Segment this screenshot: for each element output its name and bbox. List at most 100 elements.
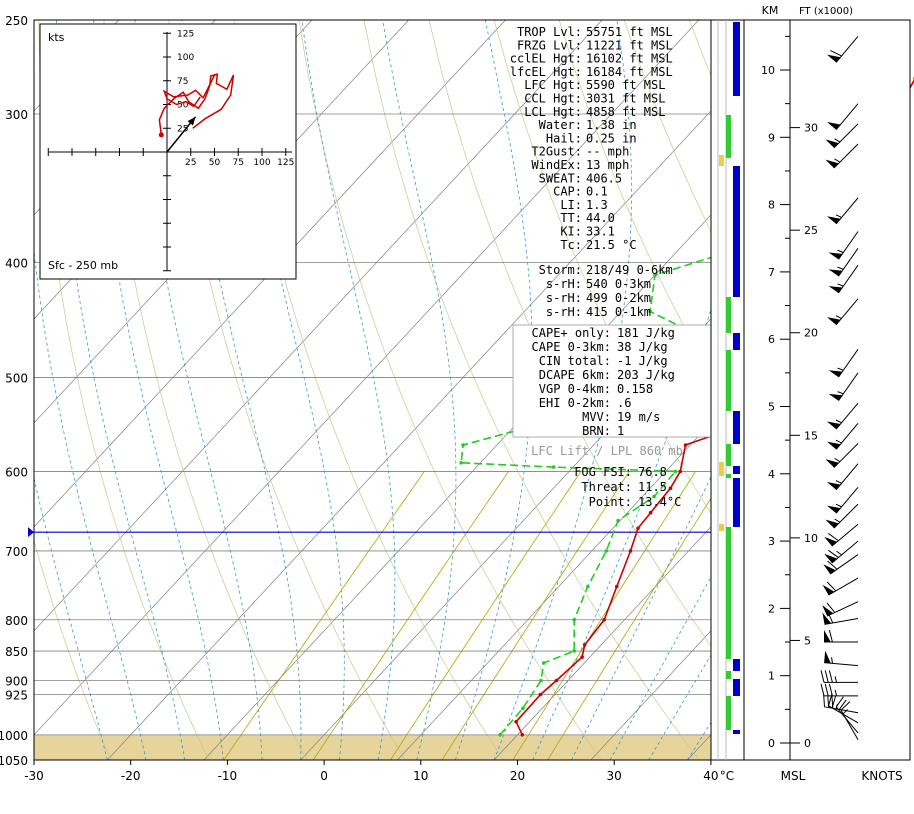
cloud-bar-green [726, 444, 731, 466]
wind-barb [825, 503, 859, 529]
param-label: EHI 0-2km: [539, 396, 611, 410]
pressure-tick-label: 1050 [0, 754, 28, 768]
moist-adiabat-line [493, 20, 633, 760]
param-label: Point: [589, 495, 632, 509]
param-value: 21.5 °C [586, 238, 637, 252]
param-label: VGP 0-4km: [539, 382, 611, 396]
wind-barb [820, 683, 858, 697]
wind-barb-staff [824, 706, 859, 714]
wind-barb-pennant [826, 421, 841, 430]
ft-tick-label: 0 [804, 737, 811, 750]
param-value: 0.25 in [586, 131, 637, 145]
km-tick-label: 4 [768, 468, 775, 481]
dewpoint-profile-point [459, 461, 463, 465]
dewpoint-profile-point [616, 518, 620, 523]
hodograph-x-tick-label: 125 [277, 158, 294, 168]
mixing-ratio-line [547, 497, 711, 760]
hodograph-y-tick-label: 25 [177, 124, 188, 134]
temperature-profile-point [538, 692, 543, 697]
param-value: 1.38 in [586, 118, 637, 132]
dewpoint-profile-point [604, 549, 609, 553]
wind-barb-pennant [823, 564, 836, 575]
cloud-bar-blue [733, 679, 740, 696]
param-label: Storm: [539, 263, 582, 277]
param-label: MVV: [582, 410, 611, 424]
temperature-profile-point [683, 443, 688, 447]
param-label: FOG FSI: [574, 465, 632, 479]
dewpoint-profile-point [461, 443, 465, 447]
wind-barb [823, 554, 859, 575]
wind-barb-feather [827, 695, 830, 708]
pressure-tick-label: 700 [5, 545, 28, 559]
dewpoint-profile-point [539, 678, 543, 683]
wind-barb-staff [824, 662, 859, 667]
param-value: 55751 ft MSL [586, 25, 673, 39]
temperature-tick-label: 10 [413, 769, 428, 783]
param-label: s-rH: [546, 291, 582, 305]
hodograph-trace-upper [162, 74, 216, 108]
wind-barb-pennant [824, 630, 831, 643]
wind-barb-feather [824, 670, 829, 683]
wind-barb [828, 248, 859, 277]
temperature-unit-label: °C [720, 769, 734, 783]
km-tick-label: 5 [768, 401, 775, 414]
parcel-box [512, 324, 712, 438]
param-label: WindEx: [531, 158, 582, 172]
msl-label: MSL [781, 769, 806, 783]
wind-barb [822, 611, 859, 625]
dewpoint-profile-point [551, 465, 556, 469]
param-value: 13 mph [586, 158, 629, 172]
hodograph-start-point [158, 132, 164, 138]
temperature-profile-point [554, 678, 559, 683]
wind-barb-staff [833, 443, 859, 468]
ft-tick-label: 20 [804, 327, 818, 340]
param-label: LCL Hgt: [524, 105, 582, 119]
cloud-bar-blue [733, 659, 740, 671]
wind-barb [825, 123, 859, 149]
wind-barb [822, 577, 859, 596]
pressure-tick-label: 900 [5, 675, 28, 689]
wind-barb-half-feather [837, 266, 844, 270]
dewpoint-profile-point [586, 584, 590, 589]
storm-motion-arrowhead [187, 116, 196, 126]
wind-barb [820, 670, 858, 683]
wind-barb-pennant [826, 441, 841, 450]
param-value: 0.158 [617, 382, 653, 396]
cloud-bar-blue [733, 22, 740, 96]
cloud-bar-blue [733, 466, 740, 474]
param-value: 13.4°C [638, 495, 681, 509]
wind-barb [825, 443, 859, 468]
wind-barb-pennant [824, 536, 838, 547]
param-label: CAPE+ only: [532, 326, 611, 340]
wind-barb-pennant [822, 584, 835, 596]
moist-adiabat-line [301, 20, 396, 760]
moist-adiabat-line [56, 20, 186, 760]
ft-tick-label: 30 [804, 122, 818, 135]
hodograph-x-tick-label: 25 [185, 158, 196, 168]
temperature-profile-point [602, 618, 606, 622]
wind-barb [826, 298, 859, 326]
wind-barb-staff [833, 143, 859, 169]
wind-barb-pennant [825, 159, 839, 169]
wind-barb-feather [840, 701, 851, 711]
wind-barb-staff [833, 123, 859, 149]
km-tick-label: 7 [768, 266, 775, 279]
wind-barb-half-feather [835, 214, 842, 218]
param-label: lfcEL Hgt: [510, 65, 582, 79]
km-tick-label: 9 [768, 131, 775, 144]
wind-barb-half-feather [835, 503, 842, 508]
wind-barb-feather [828, 549, 839, 558]
param-label: LI: [560, 198, 582, 212]
wind-barb-pennant [826, 505, 841, 514]
temperature-tick-label: 30 [607, 769, 622, 783]
parameter-table: TROP Lvl: 55751 ft MSL FRZG Lvl: 11221 ft M… [510, 25, 712, 509]
wind-barb [826, 486, 859, 514]
isotherm-line [397, 422, 711, 760]
dewpoint-profile-point [572, 649, 576, 653]
cloud-bar-yellow [719, 462, 724, 476]
dewpoint-profile-point [673, 469, 678, 474]
wind-barb-staff [835, 706, 859, 734]
temperature-tick-label: 20 [510, 769, 525, 783]
wind-barb-pennant [826, 54, 841, 63]
